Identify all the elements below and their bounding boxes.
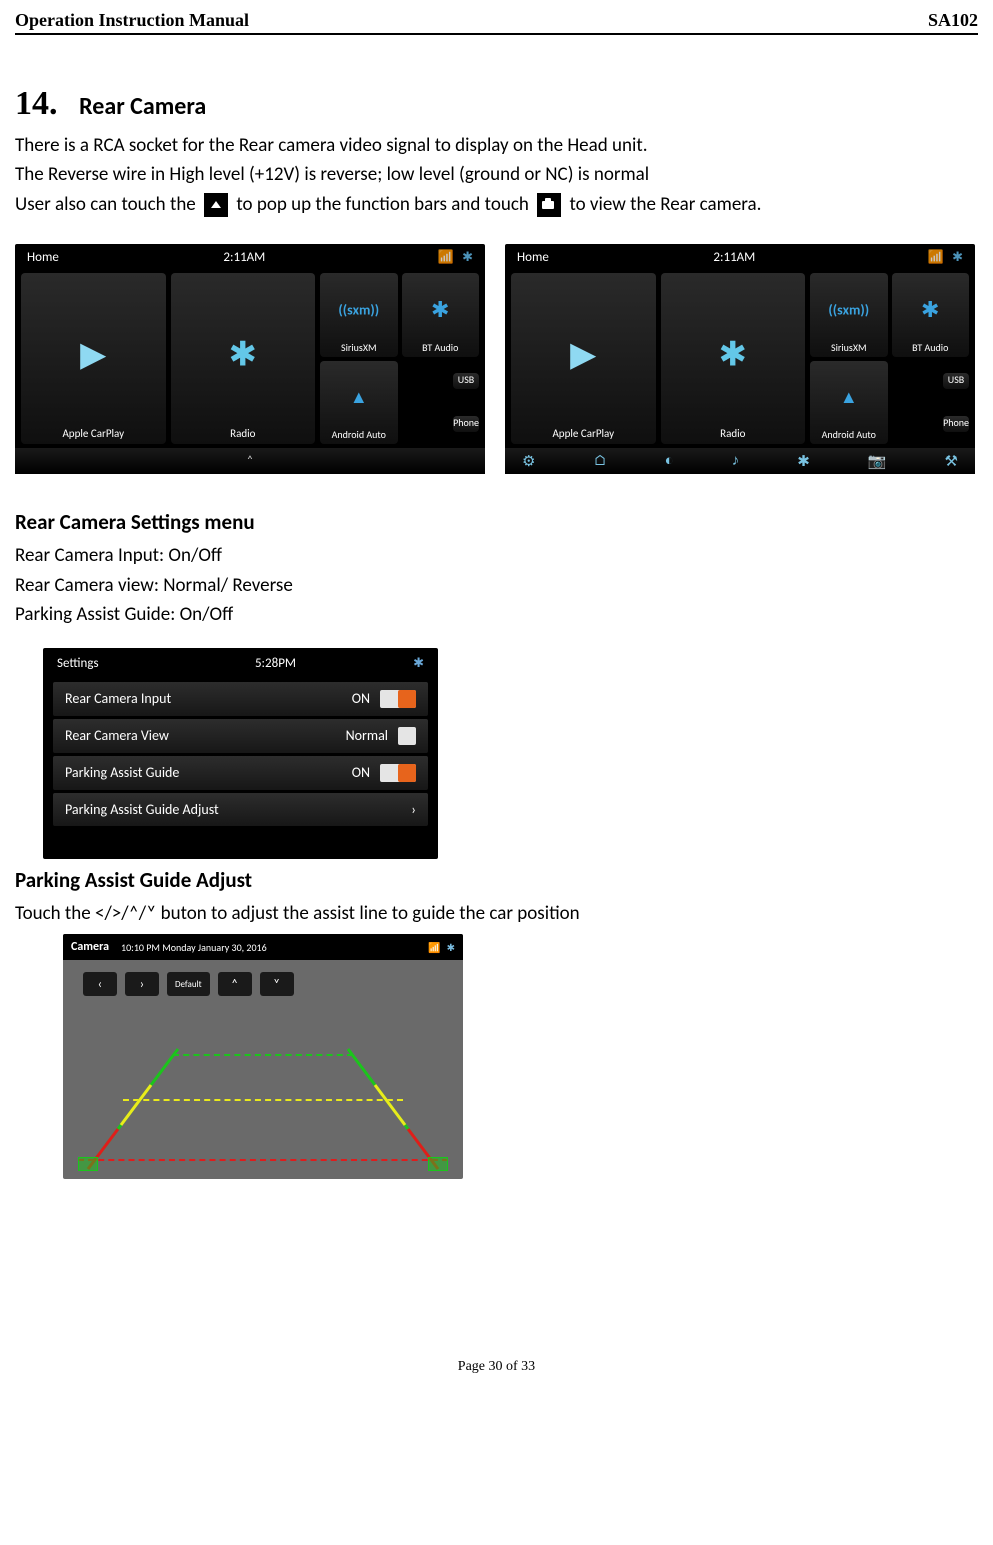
tile-carplay[interactable]: ▶Apple CarPlay — [511, 273, 656, 444]
tile-usb[interactable]: ▲Android Auto — [320, 361, 397, 445]
section-title: 14. Rear Camera — [15, 85, 978, 123]
time-label: 2:11AM — [713, 250, 755, 265]
body-line-2: The Reverse wire in High level (+12V) is… — [15, 160, 978, 189]
headunit-screens-row: Home 2:11AM 📶✱ ▶ Apple CarPlay ✱ Radio (… — [15, 244, 978, 474]
headunit-statusbar: Home 2:11AM 📶✱ — [505, 244, 975, 271]
settings-heading: Rear Camera Settings menu — [15, 509, 978, 535]
time-label: 2:11AM — [223, 250, 265, 265]
tile-carplay[interactable]: ▶ Apple CarPlay — [21, 273, 166, 444]
settings-line-3: Parking Assist Guide: On/Off — [15, 600, 978, 629]
settings-row-camera-input[interactable]: Rear Camera Input ON — [53, 682, 428, 716]
tile-phone-small[interactable]: Phone — [943, 416, 969, 432]
toolbar-camera-icon[interactable]: 📷 — [868, 452, 887, 471]
settings-title: Settings — [57, 656, 147, 671]
tile-radio[interactable]: ✱ Radio — [171, 273, 316, 444]
tile-android[interactable]: ▲Android Auto — [810, 361, 887, 445]
row-value: ON — [352, 764, 370, 781]
toolbar-music-icon[interactable]: ♪ — [732, 452, 740, 470]
headunit-toolbar: ⚙ ⌂ ◐ ♪ ✱ 📷 ⚒ — [505, 448, 975, 474]
tile-siriusxm[interactable]: ((sxm))SiriusXM — [320, 273, 397, 357]
settings-row-camera-view[interactable]: Rear Camera View Normal — [53, 719, 428, 753]
row-value: Normal — [346, 727, 388, 744]
tile-phone-small[interactable]: Phone — [453, 416, 479, 432]
android-icon: ▲ — [840, 386, 858, 408]
guide-handle-left[interactable] — [78, 1157, 98, 1171]
tile-usb-small[interactable]: USB — [453, 373, 479, 389]
header-left: Operation Instruction Manual — [15, 10, 249, 31]
selector-icon[interactable] — [398, 727, 416, 745]
status-icons: 📶✱ — [430, 250, 473, 265]
status-icons: 📶✱ — [920, 250, 963, 265]
row-label: Parking Assist Guide — [65, 764, 179, 781]
chevron-up-icon[interactable]: ˄ — [247, 454, 253, 468]
headunit-screenshot-left: Home 2:11AM 📶✱ ▶ Apple CarPlay ✱ Radio (… — [15, 244, 485, 474]
section-number: 14. — [15, 85, 58, 122]
camera-adjust-screenshot: Camera 10:10 PM Monday January 30, 2016 … — [63, 934, 463, 1179]
tile-radio[interactable]: ✱Radio — [661, 273, 806, 444]
headunit-screenshot-right: Home 2:11AM 📶✱ ▶Apple CarPlay ✱Radio ((s… — [505, 244, 975, 474]
settings-screenshot: Settings 5:28PM ✱ Rear Camera Input ON R… — [43, 648, 438, 859]
android-icon: ▲ — [350, 386, 368, 408]
settings-row-parking-guide[interactable]: Parking Assist Guide ON — [53, 756, 428, 790]
row-value: ON — [352, 690, 370, 707]
radio-icon: ✱ — [719, 334, 748, 375]
headunit-subtiles: ((sxm))SiriusXM ✱BT Audio ▲Android Auto … — [810, 273, 969, 444]
tile-btaudio[interactable]: ✱BT Audio — [892, 273, 969, 357]
tile-stack: USB Phone — [402, 361, 479, 445]
caret-up-icon — [204, 193, 228, 217]
toolbar-brightness-icon[interactable]: ◐ — [665, 452, 674, 470]
carplay-icon: ▶ — [80, 334, 106, 375]
settings-line-2: Rear Camera view: Normal/ Reverse — [15, 571, 978, 600]
headunit-bottom-bar: ˄ — [15, 448, 485, 474]
tile-btaudio[interactable]: ✱BT Audio — [402, 273, 479, 357]
settings-lines: Rear Camera Input: On/Off Rear Camera vi… — [15, 541, 978, 629]
header-right: SA102 — [928, 10, 978, 31]
bt-icon: ✱ — [431, 296, 449, 323]
radio-icon: ✱ — [229, 334, 258, 375]
sxm-icon: ((sxm)) — [828, 302, 869, 319]
section-name: Rear Camera — [79, 92, 206, 121]
body-line-1: There is a RCA socket for the Rear camer… — [15, 131, 978, 160]
headunit-grid: ▶Apple CarPlay ✱Radio ((sxm))SiriusXM ✱B… — [505, 271, 975, 448]
parking-adjust-heading: Parking Assist Guide Adjust — [15, 867, 978, 893]
body-line-3: User also can touch the to pop up the fu… — [15, 190, 978, 219]
bt-status-icon: ✱ — [404, 656, 424, 671]
toggle-on-icon[interactable] — [380, 764, 416, 782]
settings-line-1: Rear Camera Input: On/Off — [15, 541, 978, 570]
headunit-subtiles: ((sxm))SiriusXM ✱BT Audio ▲Android Auto … — [320, 273, 479, 444]
toolbar-home-icon[interactable]: ⌂ — [593, 452, 606, 470]
toolbar-bt-icon[interactable]: ✱ — [797, 452, 810, 471]
page-footer: Page 30 of 33 — [15, 1359, 978, 1375]
home-label: Home — [517, 250, 549, 265]
tile-siriusxm[interactable]: ((sxm))SiriusXM — [810, 273, 887, 357]
carplay-icon: ▶ — [570, 334, 596, 375]
settings-time: 5:28PM — [147, 656, 404, 671]
row-label: Parking Assist Guide Adjust — [65, 801, 219, 818]
toggle-on-icon[interactable] — [380, 690, 416, 708]
body-paragraph: There is a RCA socket for the Rear camer… — [15, 131, 978, 219]
guide-handle-right[interactable] — [428, 1157, 448, 1171]
parking-adjust-line: Touch the </>/˄/˅ buton to adjust the as… — [15, 899, 978, 928]
headunit-grid: ▶ Apple CarPlay ✱ Radio ((sxm))SiriusXM … — [15, 271, 485, 448]
settings-row-guide-adjust[interactable]: Parking Assist Guide Adjust › — [53, 793, 428, 826]
camera-icon — [537, 193, 561, 217]
row-label: Rear Camera Input — [65, 690, 171, 707]
tile-stack: USB Phone — [892, 361, 969, 445]
guide-diagonals — [63, 934, 463, 1179]
headunit-statusbar: Home 2:11AM 📶✱ — [15, 244, 485, 271]
settings-statusbar: Settings 5:28PM ✱ — [43, 648, 438, 679]
row-label: Rear Camera View — [65, 727, 169, 744]
toolbar-eq-icon[interactable]: ⚒ — [945, 452, 958, 471]
tile-usb-small[interactable]: USB — [943, 373, 969, 389]
chevron-right-icon: › — [411, 801, 416, 818]
page-header: Operation Instruction Manual SA102 — [15, 10, 978, 35]
bt-icon: ✱ — [921, 296, 939, 323]
sxm-icon: ((sxm)) — [338, 302, 379, 319]
home-label: Home — [27, 250, 59, 265]
toolbar-settings-icon[interactable]: ⚙ — [522, 452, 535, 471]
